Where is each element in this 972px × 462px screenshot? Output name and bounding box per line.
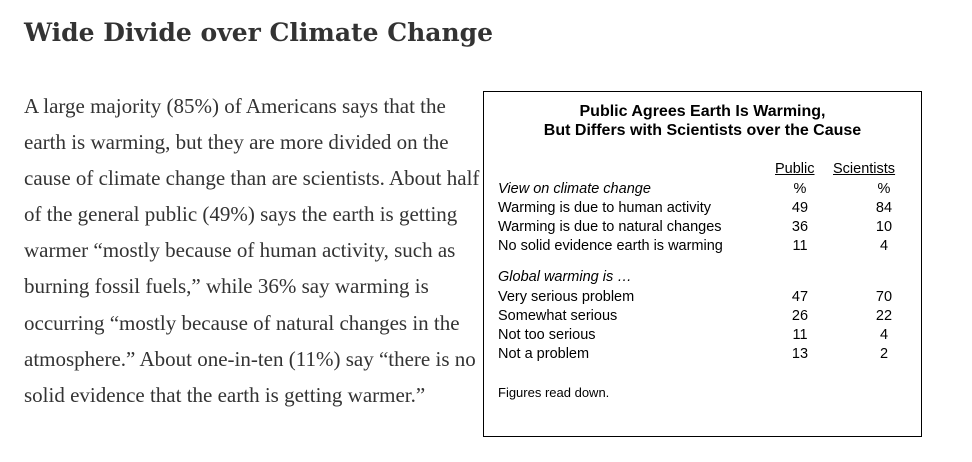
unit-scientists: %: [877, 181, 891, 197]
value-scientists: 70: [875, 289, 893, 305]
value-scientists: 10: [875, 219, 893, 235]
article-paragraph: A large majority (85%) of Americans says…: [24, 94, 480, 407]
value-public: 13: [791, 346, 809, 362]
table-title: Public Agrees Earth Is Warming, But Diff…: [484, 102, 921, 140]
table-title-line2: But Differs with Scientists over the Cau…: [543, 122, 862, 139]
value-scientists: 2: [879, 346, 889, 362]
value-scientists: 4: [879, 238, 889, 254]
value-public: 11: [792, 327, 808, 343]
row-label: Very serious problem: [498, 289, 635, 305]
row-label: Somewhat serious: [498, 308, 618, 324]
article-title: Wide Divide over Climate Change: [24, 18, 494, 47]
table-row: Not too serious 11 4: [498, 326, 921, 345]
section-heading-row: Global warming is …: [498, 268, 921, 287]
row-label: Not a problem: [498, 346, 590, 362]
row-label: Not too serious: [498, 327, 596, 343]
section-heading-global-warming: Global warming is …: [498, 269, 632, 285]
table-row: Somewhat serious 26 22: [498, 307, 921, 326]
article-body: A large majority (85%) of Americans says…: [24, 88, 484, 413]
section-heading-view: View on climate change: [498, 181, 651, 197]
column-header-public: Public: [775, 161, 815, 177]
value-scientists: 84: [875, 200, 893, 216]
column-header-scientists: Scientists: [833, 161, 896, 177]
value-public: 49: [791, 200, 809, 216]
row-label: No solid evidence earth is warming: [498, 238, 723, 254]
table-row: Warming is due to human activity 49 84: [498, 199, 921, 218]
unit-public: %: [793, 181, 807, 197]
value-public: 47: [791, 289, 809, 305]
table-row: Very serious problem 47 70: [498, 288, 921, 307]
table-note: Figures read down.: [498, 385, 610, 400]
table-row: No solid evidence earth is warming 11 4: [498, 237, 921, 256]
row-label: Warming is due to natural changes: [498, 219, 722, 235]
row-label: Warming is due to human activity: [498, 200, 712, 216]
section-heading-row: View on climate change % %: [498, 180, 921, 199]
value-scientists: 22: [875, 308, 893, 324]
value-scientists: 4: [879, 327, 889, 343]
survey-table: Public Agrees Earth Is Warming, But Diff…: [483, 91, 922, 437]
value-public: 36: [791, 219, 809, 235]
value-public: 26: [791, 308, 809, 324]
table-row: Warming is due to natural changes 36 10: [498, 218, 921, 237]
table-title-line1: Public Agrees Earth Is Warming,: [579, 103, 826, 120]
table-row: Not a problem 13 2: [498, 345, 921, 364]
value-public: 11: [792, 238, 808, 254]
